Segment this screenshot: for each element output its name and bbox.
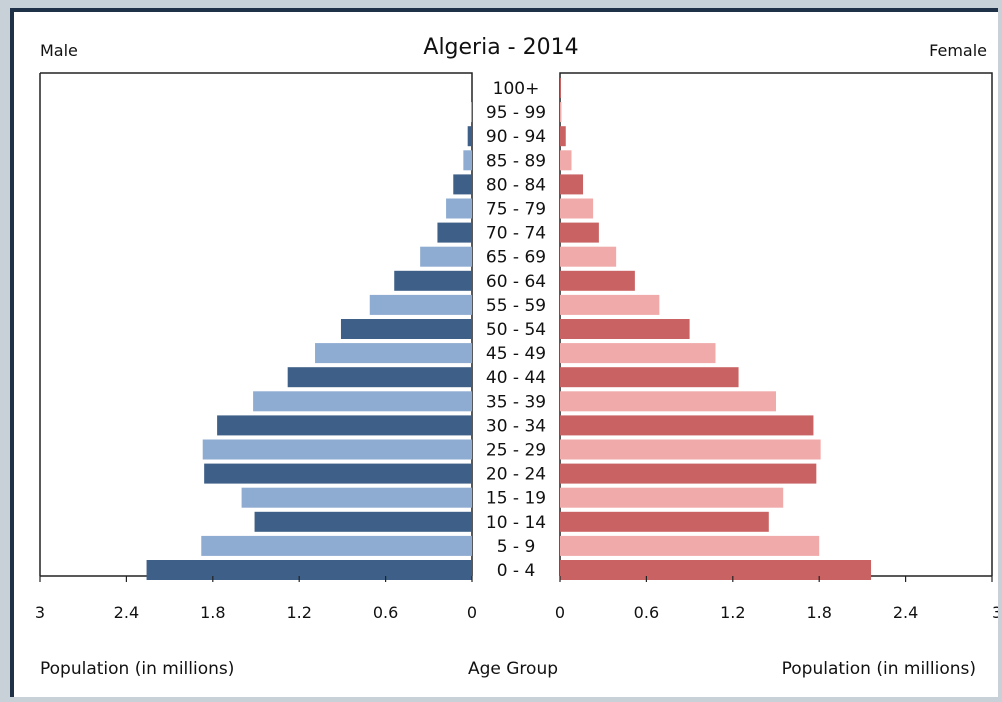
age-group-labels: 100+ 95 - 99 90 - 94 85 - 89 80 - 84 75 - 79 7… <box>486 79 546 581</box>
age-group-label: 40 - 44 <box>486 368 546 388</box>
age-group-label: 75 - 79 <box>486 200 546 220</box>
male-x-tick-label: 1.2 <box>286 603 311 622</box>
male-bar <box>241 487 472 508</box>
age-group-label: 95 - 99 <box>486 103 546 123</box>
male-bar <box>394 270 472 291</box>
age-group-label: 20 - 24 <box>486 465 546 485</box>
male-bar <box>467 126 472 147</box>
female-bar <box>560 343 716 364</box>
male-bar <box>437 222 472 243</box>
female-bar <box>560 270 635 291</box>
male-plot-area: 3 2.4 1.8 1.2 0.6 0 <box>35 72 477 622</box>
age-group-label: 70 - 74 <box>486 224 546 244</box>
female-bar <box>560 511 769 532</box>
female-bar <box>560 439 821 460</box>
age-group-label: 15 - 19 <box>486 489 546 509</box>
male-label: Male <box>40 41 78 60</box>
female-bar <box>560 415 814 436</box>
female-bar <box>560 126 566 147</box>
age-group-label: 35 - 39 <box>486 392 546 412</box>
age-group-label: 60 - 64 <box>486 272 546 292</box>
male-x-tick-label: 0.6 <box>373 603 398 622</box>
female-plot-area: 0 0.6 1.2 1.8 2.4 3 <box>555 72 1002 622</box>
female-bar <box>560 198 594 219</box>
female-x-tick-label: 0.6 <box>634 603 659 622</box>
female-label: Female <box>929 41 987 60</box>
female-x-tick-label: 2.4 <box>893 603 918 622</box>
female-x-tick-label: 0 <box>555 603 565 622</box>
male-x-tick-label: 1.8 <box>200 603 225 622</box>
female-bar <box>560 391 776 412</box>
male-x-axis-label: Population (in millions) <box>40 659 234 679</box>
female-x-tick-label: 1.8 <box>806 603 831 622</box>
male-bar <box>463 150 472 171</box>
age-group-label: 80 - 84 <box>486 175 546 195</box>
male-bar <box>204 463 472 484</box>
male-bar <box>254 511 472 532</box>
female-bar <box>560 463 817 484</box>
age-group-label: 25 - 29 <box>486 441 546 461</box>
age-group-label: 10 - 14 <box>486 513 546 533</box>
male-bar <box>471 102 472 123</box>
population-pyramid-chart: Algeria - 2014 Male Female 3 2.4 1.8 1.2 0.6… <box>35 35 1002 679</box>
male-bar <box>315 343 472 364</box>
male-bar <box>453 174 472 195</box>
female-bar <box>560 560 872 580</box>
male-x-tick-label: 3 <box>35 603 45 622</box>
male-bar <box>420 246 472 267</box>
age-group-label: 65 - 69 <box>486 248 546 268</box>
female-x-tick-label: 3 <box>992 603 998 622</box>
female-bar <box>560 174 584 195</box>
female-bar <box>560 102 562 123</box>
female-bar <box>560 78 561 98</box>
chart-title: Algeria - 2014 <box>423 35 578 60</box>
female-x-tick-label: 1.2 <box>720 603 745 622</box>
male-bar <box>217 415 472 436</box>
female-bar <box>560 487 784 508</box>
female-bar <box>560 319 690 339</box>
male-bar <box>340 319 472 339</box>
male-bar <box>253 391 472 412</box>
female-bar <box>560 150 572 171</box>
age-group-label: 50 - 54 <box>486 320 546 340</box>
female-bar <box>560 222 599 243</box>
male-bar <box>201 535 472 556</box>
female-bar <box>560 294 660 315</box>
female-bar <box>560 535 820 556</box>
age-group-label: 0 - 4 <box>497 561 536 581</box>
male-bar <box>202 439 472 460</box>
male-bar <box>369 294 472 315</box>
age-group-label: 5 - 9 <box>497 537 536 557</box>
male-x-tick-label: 0 <box>467 603 477 622</box>
age-group-axis-label: Age Group <box>468 659 558 679</box>
female-bar <box>560 246 617 267</box>
male-bar <box>446 198 472 219</box>
male-bar <box>146 560 472 580</box>
chart-frame: Algeria - 2014 Male Female 3 2.4 1.8 1.2 0.6… <box>10 8 1002 697</box>
male-bar <box>471 78 472 98</box>
female-x-axis-label: Population (in millions) <box>782 659 976 679</box>
age-group-label: 90 - 94 <box>486 127 546 147</box>
female-bar <box>560 367 739 388</box>
male-x-tick-label: 2.4 <box>114 603 139 622</box>
age-group-label: 30 - 34 <box>486 416 546 436</box>
age-group-label: 100+ <box>493 79 540 99</box>
age-group-label: 55 - 59 <box>486 296 546 316</box>
age-group-label: 45 - 49 <box>486 344 546 364</box>
age-group-label: 85 - 89 <box>486 151 546 171</box>
male-bar <box>287 367 472 388</box>
